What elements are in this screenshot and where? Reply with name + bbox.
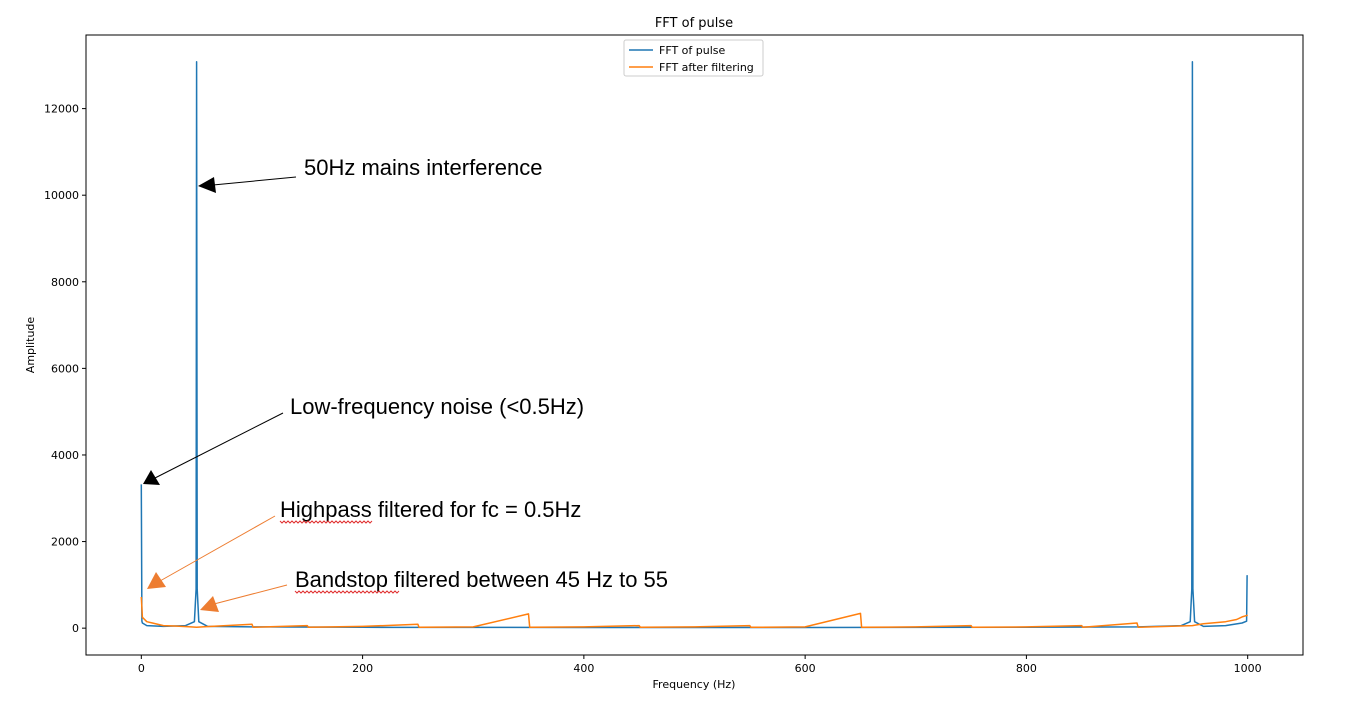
y-tick-label: 0 bbox=[72, 622, 79, 635]
annotation-bandstop-arrow bbox=[213, 584, 288, 605]
y-tick-label: 2000 bbox=[51, 536, 79, 549]
annotation-highpass: Highpass filtered for fc = 0.5Hz bbox=[147, 497, 581, 589]
legend-label-fft-of-pulse: FFT of pulse bbox=[659, 44, 726, 57]
y-tick-label: 8000 bbox=[51, 276, 79, 289]
annotation-highpass-rest: filtered for fc = 0.5Hz bbox=[372, 497, 582, 522]
x-axis-ticks: 0 200 400 600 800 1000 bbox=[138, 655, 1262, 675]
x-tick-label: 0 bbox=[138, 662, 145, 675]
x-tick-label: 800 bbox=[1016, 662, 1037, 675]
y-axis-ticks: 0 2000 4000 6000 8000 10000 12000 bbox=[44, 103, 86, 635]
annotation-highpass-arrowhead bbox=[147, 572, 166, 589]
y-tick-label: 4000 bbox=[51, 449, 79, 462]
x-tick-label: 600 bbox=[795, 662, 816, 675]
y-tick-label: 12000 bbox=[44, 103, 79, 116]
annotation-bandstop-text: Bandstop filtered between 45 Hz to 55 bbox=[295, 567, 668, 592]
legend-label-fft-after-filtering: FFT after filtering bbox=[659, 61, 754, 74]
spellcheck-underline bbox=[294, 590, 400, 594]
legend: FFT of pulse FFT after filtering bbox=[623, 39, 764, 77]
spellcheck-underline bbox=[279, 520, 373, 524]
chart-title: FFT of pulse bbox=[655, 16, 733, 31]
x-axis-label: Frequency (Hz) bbox=[653, 678, 736, 691]
annotation-bandstop-word: Bandstop bbox=[295, 567, 388, 592]
annotation-bandstop-rest: filtered between 45 Hz to 55 bbox=[388, 567, 668, 592]
legend-box bbox=[623, 39, 764, 77]
annotation-highpass-word: Highpass bbox=[280, 497, 372, 522]
annotation-low-frequency-text: Low-frequency noise (<0.5Hz) bbox=[290, 394, 584, 419]
x-tick-label: 400 bbox=[573, 662, 594, 675]
y-tick-label: 6000 bbox=[51, 362, 79, 375]
x-tick-label: 200 bbox=[352, 662, 373, 675]
y-tick-label: 10000 bbox=[44, 189, 79, 202]
annotation-mains-arrow bbox=[212, 176, 297, 186]
annotation-mains-arrowhead bbox=[198, 177, 216, 193]
y-axis-label: Amplitude bbox=[24, 317, 37, 374]
plot-area bbox=[85, 34, 1304, 656]
annotation-bandstop-arrowhead bbox=[200, 596, 219, 612]
annotation-mains: 50Hz mains interference bbox=[198, 155, 542, 193]
annotation-low-frequency-arrowhead bbox=[143, 470, 160, 485]
x-tick-label: 1000 bbox=[1234, 662, 1262, 675]
series-line-1 bbox=[140, 596, 1248, 629]
annotation-low-frequency-arrow bbox=[154, 412, 284, 479]
annotation-mains-text: 50Hz mains interference bbox=[304, 155, 542, 180]
annotation-highpass-arrow bbox=[159, 515, 276, 582]
annotation-low-frequency: Low-frequency noise (<0.5Hz) bbox=[143, 394, 584, 485]
annotation-highpass-text: Highpass filtered for fc = 0.5Hz bbox=[280, 497, 581, 522]
annotation-bandstop: Bandstop filtered between 45 Hz to 55 bbox=[200, 567, 668, 612]
series-layer bbox=[140, 61, 1248, 629]
